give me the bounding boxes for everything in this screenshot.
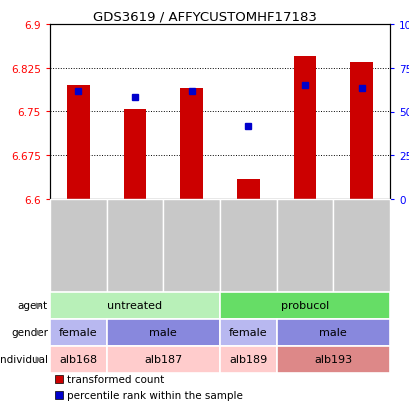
Bar xyxy=(236,179,259,199)
Text: female: female xyxy=(59,328,97,338)
Text: GSM467891: GSM467891 xyxy=(299,207,309,266)
Text: alb187: alb187 xyxy=(144,355,182,365)
Text: untreated: untreated xyxy=(107,301,162,311)
Text: agent: agent xyxy=(18,301,48,311)
Text: male: male xyxy=(319,328,346,338)
Text: male: male xyxy=(149,328,177,338)
Text: GDS3619 / AFFYCUSTOMHF17183: GDS3619 / AFFYCUSTOMHF17183 xyxy=(93,10,316,23)
Text: probucol: probucol xyxy=(280,301,328,311)
Text: female: female xyxy=(229,328,267,338)
Bar xyxy=(124,109,146,199)
Text: alb193: alb193 xyxy=(314,355,352,365)
Text: GSM467889: GSM467889 xyxy=(130,207,139,266)
Bar xyxy=(180,89,202,199)
Text: GSM467890: GSM467890 xyxy=(243,207,253,266)
Text: GSM467888: GSM467888 xyxy=(73,207,83,266)
Bar xyxy=(293,57,316,199)
Bar xyxy=(349,63,372,199)
Text: transformed count: transformed count xyxy=(67,374,164,384)
Text: alb168: alb168 xyxy=(59,355,97,365)
Text: gender: gender xyxy=(11,328,48,338)
Text: GSM467893: GSM467893 xyxy=(356,207,366,266)
Text: individual: individual xyxy=(0,355,48,365)
Text: alb189: alb189 xyxy=(229,355,267,365)
Text: percentile rank within the sample: percentile rank within the sample xyxy=(67,390,242,400)
Text: GSM467892: GSM467892 xyxy=(186,207,196,266)
Bar xyxy=(67,86,90,199)
